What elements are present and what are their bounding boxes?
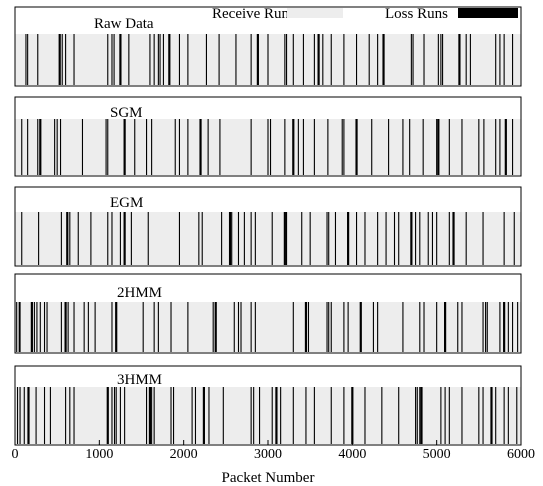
legend-swatch: [458, 8, 518, 18]
legend-label: Receive Runs: [212, 6, 295, 22]
x-tick-label: 4000: [338, 447, 366, 462]
legend: Receive Runs Loss Runs: [212, 6, 518, 22]
x-axis-label: Packet Number: [222, 470, 315, 486]
panel-frame: [14, 96, 522, 177]
panel-3: EGM: [14, 186, 522, 267]
panel-2: SGM: [14, 96, 522, 177]
panels-layer: Raw Data SGM EGM 2HMM 3HMM: [14, 6, 522, 446]
x-tick-label: 5000: [423, 447, 451, 462]
panel-frame: [14, 273, 522, 354]
receive-run-band: [15, 387, 521, 444]
x-axis: 0 1000 2000 3000 4000 5000 6000: [12, 440, 535, 462]
panel-label: Raw Data: [94, 16, 154, 32]
x-tick-label: 2000: [170, 447, 198, 462]
x-tick-label: 6000: [507, 447, 535, 462]
panel-label: 3HMM: [117, 372, 162, 388]
panel-label: SGM: [110, 105, 143, 121]
panel-5: 3HMM: [14, 365, 522, 446]
panel-label: 2HMM: [117, 285, 162, 301]
legend-swatch: [287, 8, 343, 18]
panel-label: EGM: [110, 195, 143, 211]
x-tick-label: 1000: [85, 447, 113, 462]
panel-frame: [14, 6, 522, 87]
x-tick-label: 3000: [254, 447, 282, 462]
panel-1: Raw Data: [14, 6, 522, 87]
panel-frame: [14, 186, 522, 267]
legend-label: Loss Runs: [385, 6, 448, 22]
x-tick-label: 0: [12, 447, 19, 462]
panel-4: 2HMM: [14, 273, 522, 354]
